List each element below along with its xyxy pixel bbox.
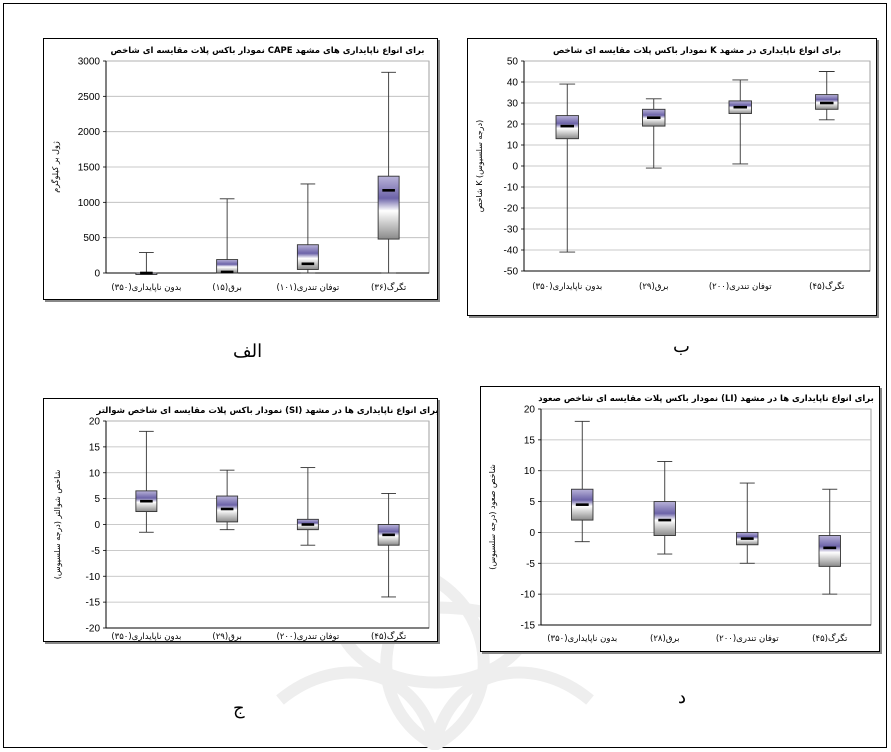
x-category-label: بدون ناپایداری(۳۵۰) [547, 634, 617, 644]
x-category-label: تگرگ(۴۵) [371, 631, 407, 642]
plot-area [540, 408, 872, 626]
y-tick-label: -50 [504, 267, 519, 278]
y-tick-label: 10 [524, 466, 536, 477]
y-tick-label: -40 [504, 246, 519, 257]
y-tick-label: 2500 [78, 92, 101, 103]
y-tick-label: 1500 [78, 163, 101, 174]
chart-title: نمودار باکس پلات مقایسه ای شاخص K برای ا… [553, 46, 841, 56]
chart-title: نمودار باکس پلات مقایسه ای شاخص CAPE برا… [111, 46, 425, 56]
x-category-label: توفان تندری(۲۰۰) [716, 634, 779, 644]
x-category-label: تگرگ(۳۶) [371, 282, 407, 293]
y-tick-label: 5 [529, 497, 535, 508]
caption-alef: الف [233, 341, 263, 362]
y-tick-label: 2000 [78, 127, 101, 138]
x-category-label: بدون ناپایداری(۳۵۰) [111, 283, 181, 293]
caption-dal: د [678, 687, 687, 708]
chart-panel-lifted-index: نمودار باکس پلات مقایسه ای شاخص صعود (LI… [480, 386, 880, 652]
y-tick-label: 0 [529, 528, 535, 539]
chart-title: نمودار باکس پلات مقایسه ای شاخص صعود (LI… [538, 394, 874, 404]
box [818, 535, 841, 567]
y-axis-label: شاخص صعود (درجه سلسیوس) [488, 464, 497, 570]
y-tick-label: 30 [507, 99, 519, 110]
x-category-label: توفان تندری(۱۰۱) [276, 283, 339, 293]
y-tick-label: 0 [512, 162, 518, 173]
chart-k-index: نمودار باکس پلات مقایسه ای شاخص K برای ا… [475, 46, 871, 292]
x-category-label: برق(۲۸) [650, 634, 679, 644]
chart-panel-showalter: نمودار باکس پلات مقایسه ای شاخص شوالتر (… [43, 398, 439, 642]
y-tick-label: 15 [89, 442, 101, 453]
x-category-label: برق(۲۹) [212, 632, 241, 642]
y-tick-label: -10 [86, 572, 101, 583]
box [296, 244, 319, 270]
y-tick-label: -15 [86, 598, 101, 609]
y-tick-label: -20 [504, 204, 519, 215]
y-tick-label: -5 [526, 559, 535, 570]
x-category-label: برق(۱۵) [212, 283, 241, 293]
y-tick-label: -10 [504, 183, 519, 194]
y-tick-label: 40 [507, 78, 519, 89]
caption-be: ب [673, 336, 690, 357]
x-category-label: تگرگ(۴۵) [809, 281, 845, 292]
chart-panel-k-index: نمودار باکس پلات مقایسه ای شاخص K برای ا… [467, 38, 877, 316]
y-axis-label: شاخص شوالتر (درجه سلسیوس) [53, 469, 62, 579]
box [377, 175, 400, 240]
y-tick-label: 50 [507, 57, 519, 68]
y-tick-label: 20 [524, 405, 536, 416]
y-tick-label: -30 [504, 225, 519, 236]
x-category-label: تگرگ(۴۵) [812, 633, 848, 644]
figure-frame [3, 3, 887, 748]
y-tick-label: 0 [94, 269, 100, 280]
chart-lifted-index: نمودار باکس پلات مقایسه ای شاخص صعود (LI… [488, 394, 874, 644]
y-tick-label: 5 [94, 494, 100, 505]
x-category-label: توفان تندری(۲۰۰) [276, 632, 339, 642]
chart-cape: نمودار باکس پلات مقایسه ای شاخص CAPE برا… [50, 46, 430, 293]
y-tick-label: 3000 [78, 57, 101, 68]
box [653, 501, 676, 536]
y-tick-label: 0 [94, 520, 100, 531]
y-tick-label: 10 [507, 141, 519, 152]
x-category-label: بدون ناپایداری(۳۵۰) [111, 632, 181, 642]
y-tick-label: 15 [524, 435, 536, 446]
y-axis-label: شاخص K (درجه سلسیوس) [475, 120, 484, 212]
caption-jim: ج [233, 698, 245, 719]
y-tick-label: -20 [86, 624, 101, 635]
y-tick-label: 10 [89, 468, 101, 479]
y-tick-label: -15 [521, 621, 536, 632]
y-axis-label: ژول بر کیلوگرم [50, 141, 60, 193]
x-category-label: توفان تندری(۲۰۰) [709, 282, 772, 292]
chart-showalter: نمودار باکس پلات مقایسه ای شاخص شوالتر (… [53, 406, 439, 642]
x-category-label: برق(۲۹) [639, 282, 668, 292]
x-category-label: بدون ناپایداری(۳۵۰) [532, 282, 602, 292]
chart-title: نمودار باکس پلات مقایسه ای شاخص شوالتر (… [95, 406, 438, 416]
chart-panel-cape: نمودار باکس پلات مقایسه ای شاخص CAPE برا… [43, 38, 438, 300]
y-tick-label: 20 [507, 120, 519, 131]
y-tick-label: 20 [89, 417, 101, 428]
y-tick-label: -5 [91, 546, 100, 557]
y-tick-label: -10 [521, 590, 536, 601]
y-tick-label: 500 [83, 233, 100, 244]
y-tick-label: 1000 [78, 198, 101, 209]
